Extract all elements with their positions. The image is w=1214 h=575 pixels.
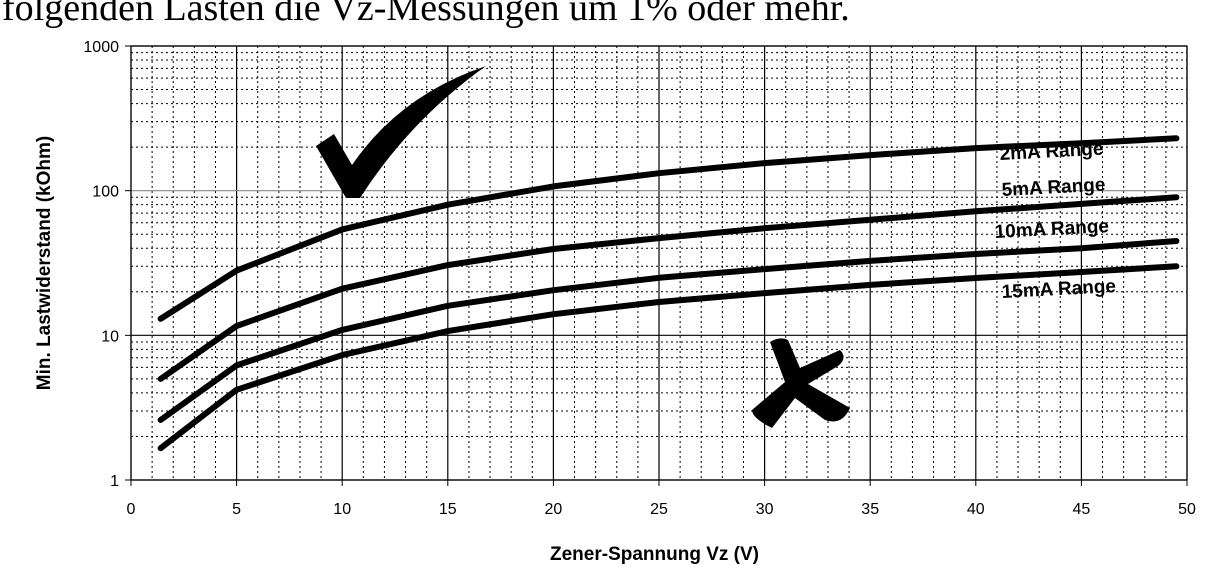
series-line (157, 238, 1180, 423)
x-tick-label: 35 (861, 501, 879, 518)
heading: folgenden Lasten die Vz-Messungen um 1% … (2, 0, 850, 29)
series-label: 10mA Range (994, 216, 1109, 243)
series-label: 5mA Range (1001, 175, 1106, 201)
y-tick-label: 1 (110, 473, 119, 490)
series-label: 15mA Range (1001, 276, 1116, 303)
x-tick-label: 25 (650, 501, 668, 518)
x-tick-label: 5 (232, 501, 241, 518)
grid (130, 45, 1188, 481)
y-tick-label: 10 (101, 328, 119, 345)
y-axis-label: Min. Lastwiderstand (kOhm) (34, 136, 55, 390)
series-line (157, 263, 1180, 452)
series-line (157, 194, 1180, 382)
x-tick-label: 10 (333, 501, 351, 518)
x-axis-label: Zener-Spannung Vz (V) (550, 544, 759, 565)
series-line (157, 135, 1180, 322)
x-tick-label: 45 (1073, 501, 1091, 518)
check-mark (316, 66, 486, 198)
y-tick-label: 100 (92, 184, 119, 201)
cross-mark (752, 338, 850, 428)
x-tick-label: 30 (756, 501, 774, 518)
series-label: 2mA Range (999, 139, 1104, 165)
x-tick-label: 20 (545, 501, 563, 518)
y-tick-label: 1000 (83, 39, 119, 56)
x-tick-label: 15 (439, 501, 457, 518)
x-tick-label: 40 (967, 501, 985, 518)
x-tick-label: 50 (1178, 501, 1196, 518)
x-tick-label: 0 (127, 501, 136, 518)
